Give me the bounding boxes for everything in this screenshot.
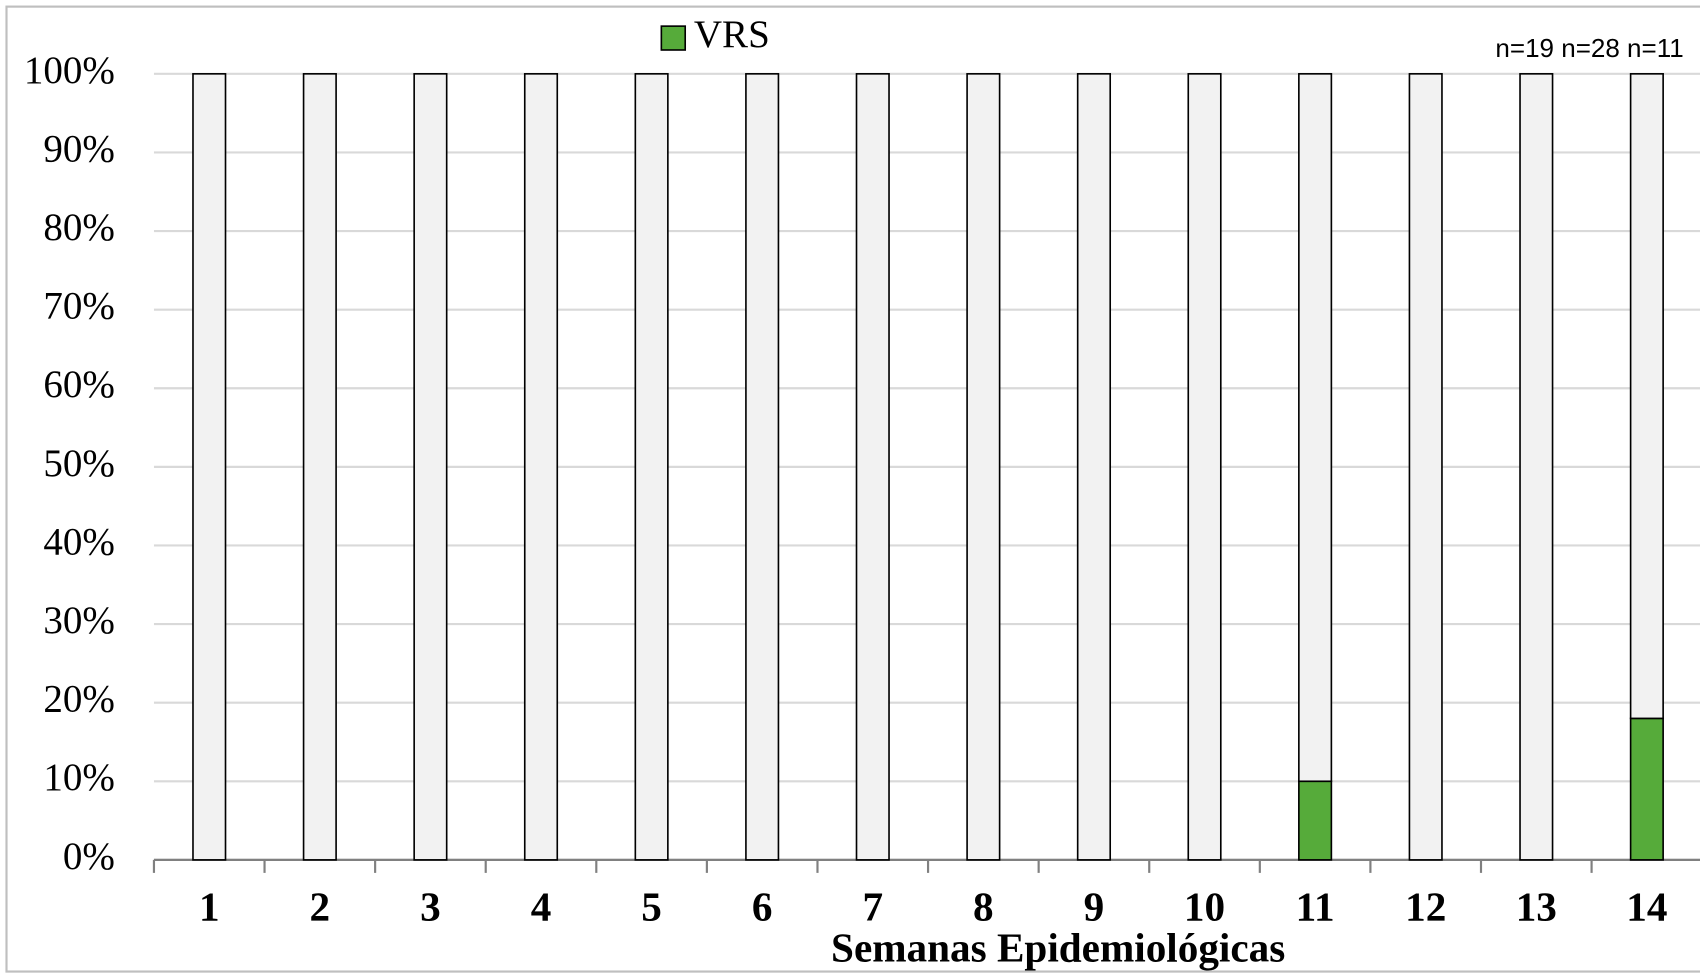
x-tick-label: 5 <box>641 883 662 929</box>
bar-segment <box>1298 780 1333 861</box>
bar-segment <box>634 73 669 861</box>
bar-segment <box>1629 73 1664 720</box>
y-tick-label: 40% <box>43 520 115 563</box>
bar-segment <box>966 73 1001 861</box>
y-tick-label: 70% <box>43 285 115 328</box>
y-tick-label: 30% <box>43 599 115 642</box>
bar-segment <box>855 73 890 861</box>
x-tick-label: 10 <box>1184 883 1225 929</box>
y-tick-label: 90% <box>43 127 115 170</box>
x-tick-label: 4 <box>531 883 552 929</box>
x-tick-label: 13 <box>1516 883 1557 929</box>
y-tick-label: 80% <box>43 206 115 249</box>
bar-segment <box>1408 73 1443 861</box>
x-tick-label: 2 <box>310 883 331 929</box>
x-tick-label: 14 <box>1626 883 1667 929</box>
y-tick-label: 20% <box>43 678 115 721</box>
bar-segment <box>1298 73 1333 783</box>
x-tick-label: 12 <box>1405 883 1446 929</box>
x-tick-label: 7 <box>862 883 883 929</box>
bar-segment <box>1076 73 1112 861</box>
y-tick-label: 0% <box>63 835 115 878</box>
y-tick-label: 10% <box>43 756 115 799</box>
bar-segment <box>192 73 227 861</box>
legend-label: VRS <box>694 13 770 56</box>
y-tick-label: 50% <box>43 442 115 485</box>
bar-segment <box>523 73 559 861</box>
y-tick-label: 100% <box>24 49 115 92</box>
y-tick-label: 60% <box>43 363 115 406</box>
x-tick-label: 6 <box>752 883 773 929</box>
x-tick-label: 3 <box>420 883 441 929</box>
bar-segment <box>1629 717 1664 861</box>
bar-segment <box>413 73 448 861</box>
bar-segment <box>302 73 337 861</box>
bar-segment <box>745 73 780 861</box>
annotation: n=19 n=28 n=11 <box>1495 33 1683 63</box>
bar-segment <box>1187 73 1222 861</box>
x-axis-label: Semanas Epidemiológicas <box>831 924 1285 970</box>
x-tick-label: 8 <box>973 883 994 929</box>
x-tick-label: 11 <box>1296 883 1335 929</box>
bar-segment <box>1519 73 1554 861</box>
x-tick-label: 9 <box>1084 883 1105 929</box>
legend-swatch <box>660 25 687 51</box>
x-tick-label: 1 <box>199 883 220 929</box>
